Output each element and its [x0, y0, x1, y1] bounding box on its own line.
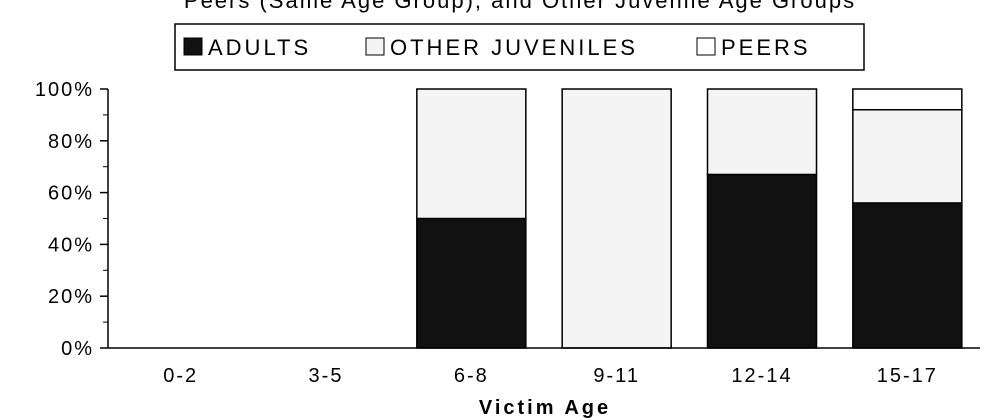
- x-axis: 0-2 3-5 6-8 9-11 12-14 15-17: [108, 347, 980, 387]
- x-tick-label: 6-8: [454, 365, 489, 387]
- legend-swatch-peers: [696, 37, 716, 56]
- legend-label-adults: ADULTS: [208, 35, 311, 60]
- y-tick-label: 100%: [35, 79, 94, 101]
- bar-peers-15-17: [852, 88, 963, 111]
- legend-swatch-other-juveniles: [365, 37, 385, 56]
- y-tick-label: 40%: [48, 234, 94, 256]
- x-tick-label: 9-11: [593, 365, 640, 387]
- legend-box: [174, 23, 865, 71]
- bar-adults-15-17: [852, 202, 963, 349]
- bars: [416, 88, 963, 349]
- bar-other-juveniles-15-17: [852, 108, 963, 204]
- legend-label-peers: PEERS: [721, 35, 811, 60]
- legend-label-other-juveniles: OTHER JUVENILES: [390, 35, 638, 60]
- chart-title: Peers (Same Age Group), and Other Juveni…: [184, 0, 856, 13]
- y-tick-label: 0%: [61, 338, 94, 360]
- x-tick-label: 15-17: [877, 365, 938, 387]
- bar-adults-12-14: [706, 173, 818, 349]
- y-axis: 0% 20% 40% 60% 80% 100%: [35, 79, 109, 360]
- bar-other-juveniles-6-8: [416, 88, 527, 220]
- bar-other-juveniles-12-14: [706, 88, 818, 176]
- legend-swatch-adults: [183, 37, 203, 56]
- bar-adults-6-8: [416, 217, 527, 349]
- x-tick-label: 0-2: [163, 365, 198, 387]
- x-axis-title: Victim Age: [479, 397, 611, 419]
- x-tick-label: 3-5: [309, 365, 344, 387]
- bar-other-juveniles-9-11: [561, 88, 672, 349]
- y-tick-label: 20%: [48, 286, 94, 308]
- x-tick-label: 12-14: [731, 365, 792, 387]
- y-tick-label: 80%: [48, 131, 94, 153]
- y-tick-label: 60%: [48, 183, 94, 205]
